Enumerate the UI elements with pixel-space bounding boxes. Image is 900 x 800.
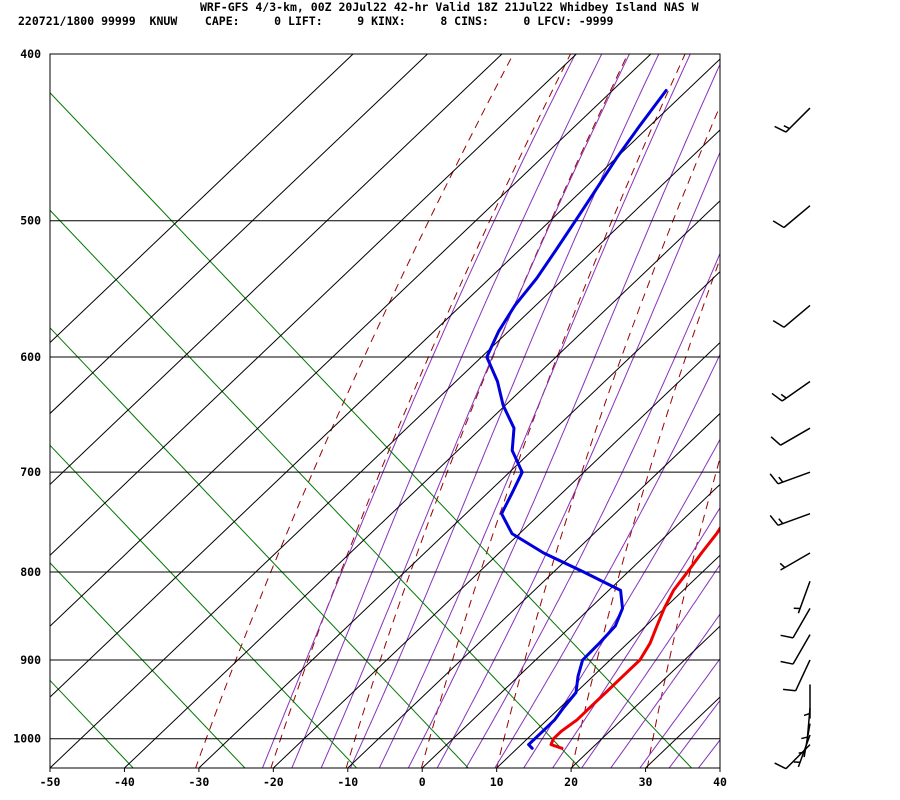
moist-adiabat-line [320,54,630,768]
moist-adiabat-line [349,54,660,768]
y-tick-label: 500 [20,214,41,228]
wind-barb [770,427,811,446]
x-tick-label: 0 [419,775,426,789]
moist-adiabat-line [717,16,900,783]
isotherm-isobar-grid [50,54,720,768]
y-tick-label: 700 [20,465,41,479]
isotherm-line [496,554,720,768]
wind-barb [793,580,811,614]
x-tick-label: -40 [114,775,135,789]
mixing-ratio-line [50,327,469,768]
background-lines [0,16,900,783]
isotherm-line [50,54,652,627]
dry-adiabat-line [720,16,900,783]
temperature-profile-line [549,525,720,750]
dry-adiabat-line [420,54,686,768]
isotherm-line [421,483,720,768]
wind-barb [803,684,811,719]
moist-adiabat-line [581,563,720,768]
wind-barb [769,471,811,485]
y-tick-label: 600 [20,350,41,364]
x-tick-label: 30 [639,775,653,789]
chart-title: WRF-GFS 4/3-km, 00Z 20Jul22 42-hr Valid … [200,0,699,14]
moist-adiabat-line [465,252,720,768]
dry-adiabat-line [872,16,900,783]
sounding-indices: 220721/1800 99999 KNUW CAPE: 0 LIFT: 9 K… [18,14,614,28]
wind-barb [769,512,811,527]
moist-adiabat-line [610,613,720,768]
wind-barb [782,659,811,692]
dewpoint-profile-line [485,89,668,750]
x-tick-label: -50 [40,775,61,789]
moist-adiabat-line [552,506,720,768]
y-tick-label: 400 [20,47,41,61]
chart-header: WRF-GFS 4/3-km, 00Z 20Jul22 42-hr Valid … [0,0,900,34]
dry-adiabat-line [646,456,720,768]
isotherm-line [50,54,428,415]
wind-barb [771,380,811,402]
wind-barb [779,552,811,571]
wind-barb [793,734,811,768]
y-axis-ticks: 400 500 600 700 800 900 1000 [13,47,41,746]
wind-barb [774,107,811,133]
moist-adiabat-line [291,54,603,768]
wind-barb [780,634,811,665]
dry-adiabat-line [195,54,514,768]
x-axis-ticks: -50 -40 -30 -20 -10 0 10 20 30 40 [40,768,727,789]
y-tick-label: 900 [20,653,41,667]
moist-adiabat-line [261,54,576,768]
isotherm-line [272,341,720,768]
x-tick-label: -30 [188,775,209,789]
profile-lines [485,89,720,750]
isotherm-line [50,54,577,556]
y-tick-label: 1000 [13,732,41,746]
wind-barb [772,304,811,328]
x-tick-label: 20 [564,775,578,789]
dry-adiabat-line [796,16,900,783]
mixing-ratio-line [50,92,693,768]
wind-barb [780,608,811,639]
dry-adiabat-line [496,104,720,768]
plot-frame [49,53,721,769]
moist-adiabat-line [494,353,720,768]
isotherm-line [347,412,720,768]
isotherm-line [50,58,720,698]
isotherm-line [124,200,720,768]
wind-barb [772,205,811,229]
dry-adiabat-line [345,54,629,768]
isotherm-line [50,54,503,486]
y-tick-label: 800 [20,565,41,579]
mixing-ratio-line [50,209,581,768]
x-tick-label: -10 [337,775,358,789]
x-tick-label: 10 [490,775,504,789]
mixing-ratio-line [0,16,35,783]
mixing-ratio-line [50,679,134,768]
isotherm-line [198,271,720,768]
mixing-ratio-line [50,562,246,768]
isotherm-line [50,54,354,344]
dry-adiabat-line [571,257,720,768]
x-tick-label: -20 [263,775,284,789]
moist-adiabat-line [378,54,691,768]
x-tick-label: 40 [713,775,727,789]
moist-adiabat-line [523,438,720,768]
isotherm-line [570,625,720,768]
moist-adiabat-line [639,658,720,768]
moist-adiabat-line [407,63,720,768]
wind-barbs [769,107,811,770]
moist-adiabat-line [436,151,720,768]
isotherm-line [50,129,720,768]
mixing-ratio-line [50,444,358,768]
dry-adiabat-line [270,54,572,768]
